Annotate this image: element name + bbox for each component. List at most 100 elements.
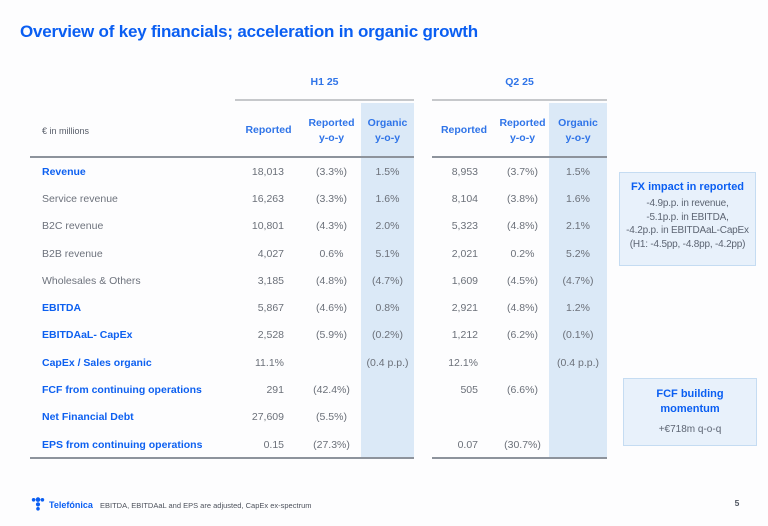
cell-q2-reported: 5,323 (451, 220, 478, 233)
cell-h1-organic-yoy: 1.5% (361, 158, 414, 186)
cell-q2-reported-yoy: (4.8%) (507, 220, 538, 233)
cell-h1-organic-yoy: 2.0% (361, 212, 414, 240)
column-gap (414, 349, 432, 376)
cell-q2-organic-yoy: (4.7%) (549, 267, 607, 295)
cell-q2-organic-yoy (549, 430, 607, 459)
cell-q2-organic-yoy (549, 376, 607, 404)
group-header-q2-25: Q2 25 (505, 76, 534, 88)
fcf-momentum-callout: FCF building momentum +€718m q-o-q (623, 378, 757, 446)
cell-h1-organic-yoy (361, 430, 414, 459)
cell-h1-reported: 291 (266, 384, 284, 397)
cell-h1-reported: 2,528 (257, 329, 284, 342)
cell-q2-reported: 8,953 (451, 165, 478, 178)
row-label: Revenue (42, 165, 86, 178)
cell-h1-organic-yoy: 1.6% (361, 185, 414, 213)
cell-q2-reported-yoy: (4.8%) (507, 302, 538, 315)
financials-table: € in millions Reported Reported y-o-y Or… (30, 103, 607, 459)
row-label: FCF from continuing operations (42, 384, 202, 397)
cell-h1-reported-yoy: (5.9%) (316, 329, 347, 342)
cell-q2-reported: 2,921 (451, 302, 478, 315)
callout-line: -4.9p.p. in revenue, (646, 197, 729, 209)
cell-q2-reported-yoy: (30.7%) (504, 438, 541, 451)
cell-h1-reported-yoy: (42.4%) (313, 384, 350, 397)
telefonica-logo-icon (31, 497, 45, 512)
cell-q2-reported: 1,212 (451, 329, 478, 342)
column-gap (414, 322, 432, 349)
cell-h1-reported: 11.1% (255, 356, 284, 369)
fx-impact-callout: FX impact in reported -4.9p.p. in revenu… (619, 172, 756, 266)
column-header-q2-reported: Reported (440, 124, 488, 137)
cell-q2-reported-yoy: 0.2% (510, 247, 535, 260)
row-label: CapEx / Sales organic (42, 356, 152, 369)
cell-q2-organic-yoy: 1.5% (549, 158, 607, 186)
cell-q2-reported-yoy: (3.7%) (507, 165, 538, 178)
row-label: EBITDAaL- CapEx (42, 329, 133, 342)
unit-label: € in millions (42, 125, 90, 136)
column-gap (414, 294, 432, 321)
callout-line: -4.2p.p. in EBITDAaL-CapEx (626, 225, 749, 237)
table-bottom-rule-right (432, 457, 607, 459)
cell-q2-reported: 505 (460, 384, 478, 397)
cell-q2-reported (432, 404, 496, 431)
cell-h1-organic-yoy: 0.8% (361, 294, 414, 322)
cell-q2-reported-yoy: (3.8%) (507, 192, 538, 205)
cell-h1-reported: 3,185 (257, 274, 284, 287)
cell-q2-reported: 2,021 (451, 247, 478, 260)
group-header-h1-25: H1 25 (310, 76, 339, 88)
callout-line: (H1: -4.5pp, -4.8pp, -4.2pp) (629, 239, 746, 251)
cell-q2-reported: 1,609 (451, 274, 478, 287)
cell-q2-organic-yoy: (0.1%) (549, 321, 607, 350)
cell-h1-reported-yoy: (4.6%) (316, 302, 347, 315)
cell-h1-reported-yoy: (3.3%) (316, 192, 347, 205)
group-divider-h1 (235, 99, 414, 101)
cell-q2-reported: 0.07 (457, 438, 478, 451)
cell-h1-organic-yoy (361, 403, 414, 431)
row-label: EPS from continuing operations (42, 438, 203, 451)
cell-h1-reported: 10,801 (251, 220, 284, 233)
page-number: 5 (734, 498, 740, 508)
row-label: B2B revenue (42, 247, 103, 260)
callout-line: +€718m q-o-q (658, 423, 722, 435)
cell-q2-reported-yoy: (6.2%) (507, 329, 538, 342)
cell-h1-reported: 16,263 (251, 192, 284, 205)
column-gap (414, 240, 432, 267)
cell-h1-reported-yoy: (4.3%) (316, 220, 347, 233)
cell-q2-reported-yoy: (4.5%) (507, 274, 538, 287)
column-gap (414, 431, 432, 458)
column-header-h1-reported-yoy: Reported y-o-y (308, 116, 355, 144)
callout-line: -5.1p.p. in EBITDA, (646, 211, 729, 223)
cell-h1-organic-yoy: (4.7%) (361, 267, 414, 295)
table-bottom-rule-left (30, 457, 414, 459)
cell-h1-organic-yoy: (0.2%) (361, 321, 414, 350)
cell-q2-organic-yoy: 1.6% (549, 185, 607, 213)
callout-title: FX impact in reported (630, 181, 745, 193)
column-gap (414, 267, 432, 294)
column-gap (414, 376, 432, 403)
cell-q2-reported-yoy: (6.6%) (507, 384, 538, 397)
cell-h1-reported-yoy: (3.3%) (316, 165, 347, 178)
page-title: Overview of key financials; acceleration… (20, 22, 478, 41)
column-gap (414, 158, 432, 185)
row-label: EBITDA (42, 302, 82, 315)
cell-h1-reported-yoy (302, 349, 361, 376)
cell-q2-organic-yoy: 2.1% (549, 212, 607, 240)
column-gap (414, 185, 432, 212)
cell-q2-organic-yoy: 5.2% (549, 239, 607, 268)
column-gap (414, 213, 432, 240)
cell-h1-reported-yoy: (27.3%) (313, 438, 350, 451)
column-header-h1-reported: Reported (245, 124, 292, 137)
footnote: EBITDA, EBITDAaL and EPS are adjusted, C… (100, 501, 312, 510)
cell-h1-reported-yoy: 0.6% (319, 247, 344, 260)
cell-h1-reported: 5,867 (257, 302, 284, 315)
column-header-h1-organic-yoy: Organic y-o-y (361, 103, 414, 158)
column-header-q2-reported-yoy: Reported y-o-y (499, 116, 546, 144)
column-gap (414, 103, 432, 158)
cell-q2-reported: 8,104 (451, 192, 478, 205)
cell-q2-organic-yoy (549, 403, 607, 431)
cell-q2-organic-yoy: (0.4 p.p.) (549, 349, 607, 377)
cell-q2-reported-yoy (496, 404, 549, 431)
cell-h1-organic-yoy: 5.1% (361, 239, 414, 268)
row-label: Wholesales & Others (42, 274, 141, 287)
callout-title: FCF building momentum (656, 388, 724, 415)
